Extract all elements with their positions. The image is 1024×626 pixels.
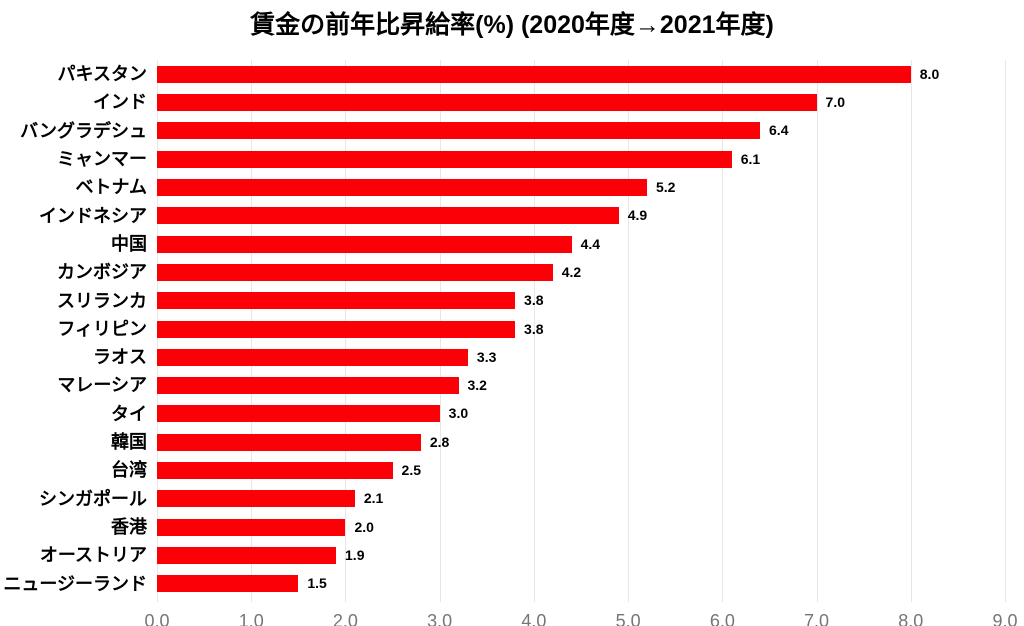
bar [157, 150, 732, 168]
bar-value-label: 3.0 [448, 405, 469, 422]
bar [157, 93, 817, 111]
x-axis-tick-label: 1.0 [238, 611, 264, 626]
x-axis-tick-label: 0.0 [144, 611, 170, 626]
bar-value-label: 7.0 [825, 93, 846, 110]
bar [157, 462, 393, 480]
bar-value-label: 3.8 [524, 320, 544, 337]
category-label: オーストリア [39, 545, 147, 566]
bar-value-label: 1.5 [307, 575, 327, 592]
category-label: ニュージーランド [3, 573, 147, 594]
bar [157, 575, 299, 593]
bar-value-label: 1.9 [345, 547, 365, 564]
bar-value-label: 2.5 [401, 462, 422, 479]
category-label: ラオス [93, 347, 147, 368]
bar [157, 433, 421, 451]
category-label: マレーシア [57, 375, 147, 396]
category-label: インド [93, 92, 147, 113]
bar-value-label: 4.2 [561, 263, 582, 280]
category-label: 韓国 [111, 432, 147, 453]
gridline [533, 60, 535, 602]
bar-value-label: 2.8 [429, 433, 450, 450]
bar-value-label: 8.0 [919, 65, 940, 82]
category-label: 中国 [111, 233, 147, 254]
category-label: スリランカ [57, 290, 147, 311]
bar-value-label: 3.3 [476, 348, 497, 365]
bar [157, 207, 619, 225]
chart-title: 賃金の前年比昇給率(%) (2020年度→2021年度) [250, 11, 774, 39]
x-axis-tick-label: 7.0 [804, 611, 830, 626]
x-axis-tick-label: 6.0 [709, 611, 735, 626]
bar [157, 235, 572, 253]
bar-value-label: 4.4 [580, 235, 601, 252]
category-label: 台湾 [111, 460, 147, 481]
gridline [628, 60, 630, 602]
plot-area: 8.0 7.0 6.4 6.1 5.2 4.9 4.4 4.2 3.8 3.8 3.3 3.2 3.0 2… [157, 60, 1006, 602]
x-axis-tick-label: 4.0 [521, 611, 547, 626]
category-axis: パキスタンインドバングラデシュミャンマーベトナムインドネシア中国カンボジアスリラ… [0, 60, 147, 598]
category-label: フィリピン [57, 318, 147, 339]
bar-value-label: 3.8 [524, 292, 544, 309]
category-label: インドネシア [39, 205, 147, 226]
bar [157, 320, 516, 338]
category-label: ミャンマー [57, 148, 147, 169]
gridline [816, 60, 818, 602]
bar [157, 178, 647, 196]
bar [157, 518, 346, 536]
x-axis-tick-label: 5.0 [615, 611, 641, 626]
category-label: カンボジア [57, 262, 147, 283]
gridline [722, 60, 724, 602]
bar [157, 263, 553, 281]
x-axis-tick-label: 8.0 [898, 611, 924, 626]
gridline [1005, 60, 1006, 602]
category-label: ベトナム [75, 177, 147, 198]
bar-value-label: 2.0 [354, 518, 374, 535]
x-axis-tick-label: 2.0 [332, 611, 358, 626]
bar [157, 122, 761, 140]
bar [157, 348, 468, 366]
category-label: 香港 [111, 517, 147, 538]
bar [157, 65, 911, 83]
bar-value-label: 3.2 [467, 377, 487, 394]
x-axis-tick-label: 3.0 [427, 611, 453, 626]
bar-value-label: 2.1 [363, 490, 384, 507]
bar [157, 490, 355, 508]
bar [157, 547, 337, 565]
category-label: シンガポール [39, 488, 147, 509]
bar [157, 377, 459, 395]
category-label: パキスタン [57, 64, 147, 84]
bar-value-label: 5.2 [655, 178, 676, 195]
bar [157, 292, 516, 310]
x-axis-tick-label: 9.0 [992, 611, 1018, 626]
gridline [910, 60, 912, 602]
bar [157, 405, 440, 423]
bar-value-label: 4.9 [627, 207, 648, 224]
category-label: バングラデシュ [20, 120, 147, 141]
bar-value-label: 6.1 [740, 150, 761, 167]
x-axis: 0.0 1.0 2.0 3.0 4.0 5.0 6.0 7.0 8.0 9.0 [144, 611, 1017, 626]
bar-value-label: 6.4 [769, 122, 789, 139]
category-label: タイ [111, 403, 147, 424]
